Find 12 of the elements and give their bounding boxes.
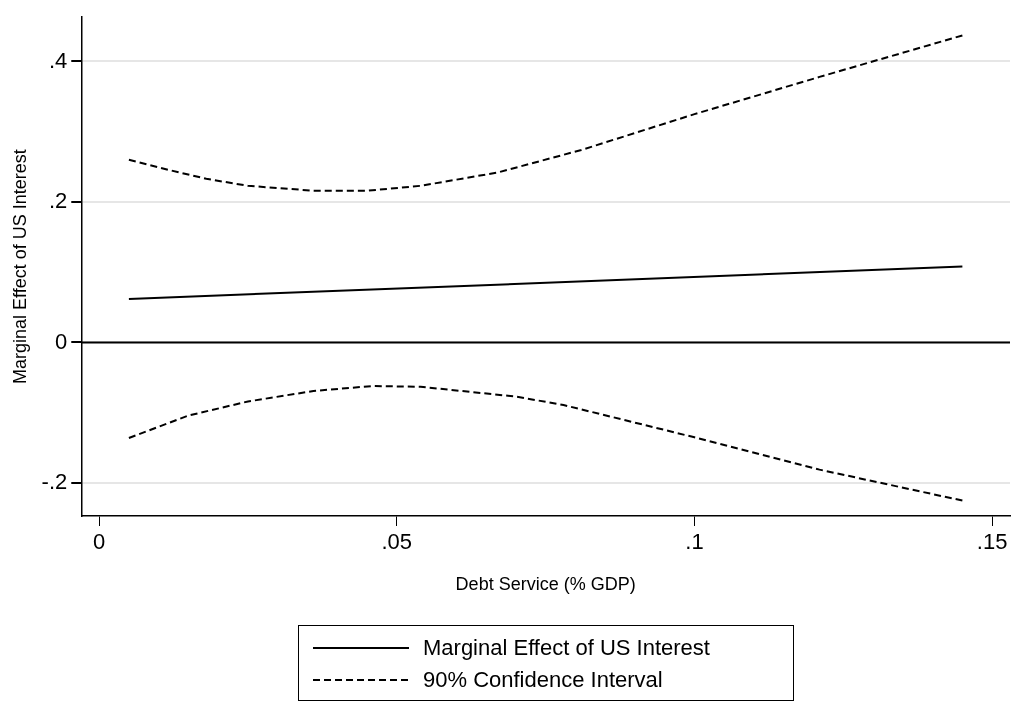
- legend-label: 90% Confidence Interval: [423, 667, 663, 693]
- y-axis-title: Marginal Effect of US Interest: [9, 149, 30, 384]
- y-tick-label: .4: [48, 47, 68, 73]
- x-tick-label: 0: [93, 529, 106, 555]
- x-tick-label: .15: [976, 529, 1008, 555]
- x-tick-label: .05: [381, 529, 413, 555]
- legend-label: Marginal Effect of US Interest: [423, 635, 710, 661]
- y-tick-label: -.2: [41, 469, 68, 495]
- x-axis-title: Debt Service (% GDP): [455, 574, 636, 595]
- y-tick-label: .2: [48, 188, 68, 214]
- x-tick-label: .1: [685, 529, 704, 555]
- y-tick-label: 0: [55, 328, 68, 354]
